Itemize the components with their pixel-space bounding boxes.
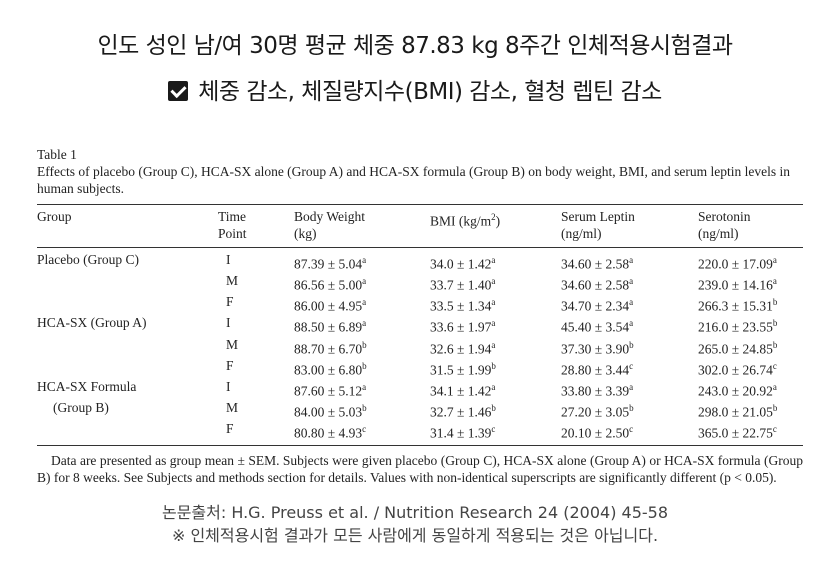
cell-bw: 86.56 ± 5.00a (294, 276, 367, 293)
cell-lep: 34.70 ± 2.34a (561, 297, 634, 314)
cell-group (37, 358, 218, 379)
disclaimer: ※ 인체적용시험 결과가 모든 사람에게 동일하게 적용되는 것은 아닙니다. (171, 526, 659, 545)
cell-bmi: 31.5 ± 1.99b (430, 360, 496, 378)
table-row: F 86.00 ± 4.95a 33.5 ± 1.34a 34.70 ± 2.34a 2… (37, 294, 803, 315)
cell-group (37, 337, 218, 358)
source-citation: 논문출처: H.G. Preuss et al. / Nutrition Res… (161, 503, 669, 522)
cell-bw: 86.00 ± 4.95a (294, 297, 367, 314)
table-row: M 88.70 ± 6.70b 32.6 ± 1.94a 37.30 ± 3.90b 2… (37, 337, 803, 358)
cell-bmi: 33.7 ± 1.40a (430, 276, 496, 293)
column-header: Body Weight (kg) (294, 209, 366, 241)
cell-group (37, 294, 218, 315)
cell-bw: 88.70 ± 6.70b (294, 339, 367, 357)
column-header: Time Point (218, 209, 247, 241)
cell-time-point: M (226, 336, 239, 352)
cell-ser: 302.0 ± 26.74c (698, 360, 777, 378)
cell-bw: 80.80 ± 4.93c (294, 423, 367, 441)
cell-bmi: 31.4 ± 1.39c (430, 423, 496, 441)
cell-ser: 265.0 ± 24.85b (698, 339, 778, 357)
cell-ser: 365.0 ± 22.75c (698, 423, 777, 441)
cell-group: HCA-SX (Group A) (37, 315, 147, 331)
cell-bmi: 34.0 ± 1.42a (430, 255, 496, 272)
cell-ser: 243.0 ± 20.92a (698, 381, 777, 399)
column-header: Group (37, 209, 72, 224)
cell-time-point: F (226, 294, 234, 310)
cell-bmi: 33.5 ± 1.34a (430, 297, 496, 314)
cell-lep: 34.60 ± 2.58a (561, 276, 634, 293)
subheadline-text: 체중 감소, 체질량지수(BMI) 감소, 혈청 렙틴 감소 (198, 79, 662, 105)
column-header: Serum Leptin (ng/ml) (561, 209, 635, 241)
cell-ser: 216.0 ± 23.55b (698, 318, 778, 335)
cell-bmi: 32.6 ± 1.94a (430, 339, 496, 357)
table-row: M 86.56 ± 5.00a 33.7 ± 1.40a 34.60 ± 2.58a 2… (37, 273, 803, 294)
cell-time-point: M (226, 399, 239, 415)
table-row: F 83.00 ± 6.80b 31.5 ± 1.99b 28.80 ± 3.44c 3… (37, 358, 803, 379)
cell-lep: 37.30 ± 3.90b (561, 339, 634, 357)
table-row: Placebo (Group C) I 87.39 ± 5.04a 34.0 ± 1.… (37, 248, 803, 274)
cell-group (37, 273, 218, 294)
results-table: Group Time Point Body Weight (kg) BMI (kg/m2)… (37, 205, 803, 445)
table-row: HCA-SX Formula I 87.60 ± 5.12a 34.1 ± 1.42a… (37, 379, 803, 400)
table-row: (Group B) M 84.00 ± 5.03b 32.7 ± 1.46b 27.20… (37, 400, 803, 421)
cell-group: HCA-SX Formula (37, 378, 137, 394)
cell-bw: 87.60 ± 5.12a (294, 381, 367, 399)
cell-lep: 34.60 ± 2.58a (561, 255, 634, 272)
cell-ser: 220.0 ± 17.09a (698, 255, 777, 272)
cell-time-point: I (226, 378, 231, 394)
cell-ser: 266.3 ± 15.31b (698, 297, 778, 314)
table-header-row: Group Time Point Body Weight (kg) BMI (kg/m2)… (37, 205, 803, 248)
cell-ser: 298.0 ± 21.05b (698, 402, 778, 420)
cell-time-point: F (226, 357, 234, 373)
results-table-figure: Table 1 Effects of placebo (Group C), HC… (37, 146, 803, 486)
cell-time-point: M (226, 273, 239, 289)
cell-bw: 84.00 ± 5.03b (294, 402, 367, 420)
subheadline: 체중 감소, 체질량지수(BMI) 감소, 혈청 렙틴 감소 (0, 72, 830, 106)
cell-time-point: I (226, 252, 231, 268)
cell-group: (Group B) (53, 399, 109, 415)
cell-group: Placebo (Group C) (37, 252, 139, 268)
headline: 인도 성인 남/여 30명 평균 체중 87.83 kg 8주간 인체적용시험결… (97, 33, 733, 59)
column-header: Serotonin (ng/ml) (698, 209, 751, 241)
checkbox-icon (168, 81, 189, 101)
cell-bw: 87.39 ± 5.04a (294, 255, 367, 272)
cell-lep: 28.80 ± 3.44c (561, 360, 634, 378)
cell-lep: 27.20 ± 3.05b (561, 402, 634, 420)
cell-bmi: 32.7 ± 1.46b (430, 402, 496, 420)
column-header: BMI (kg/m2) (430, 212, 501, 229)
cell-time-point: I (226, 315, 231, 331)
cell-lep: 45.40 ± 3.54a (561, 318, 634, 335)
table-row: HCA-SX (Group A) I 88.50 ± 6.89a 33.6 ± 1.9… (37, 315, 803, 336)
cell-bw: 83.00 ± 6.80b (294, 360, 367, 378)
cell-group (37, 421, 218, 445)
cell-bw: 88.50 ± 6.89a (294, 318, 367, 335)
cell-bmi: 33.6 ± 1.97a (430, 318, 496, 335)
cell-lep: 20.10 ± 2.50c (561, 423, 634, 441)
cell-time-point: F (226, 420, 234, 436)
table-label: Table 1 (37, 147, 77, 162)
table-note: Data are presented as group mean ± SEM. … (37, 453, 803, 486)
cell-lep: 33.80 ± 3.39a (561, 381, 634, 399)
cell-ser: 239.0 ± 14.16a (698, 276, 777, 293)
cell-bmi: 34.1 ± 1.42a (430, 381, 496, 399)
table-caption: Effects of placebo (Group C), HCA-SX alo… (37, 164, 790, 196)
table-row: F 80.80 ± 4.93c 31.4 ± 1.39c 20.10 ± 2.50c 3… (37, 421, 803, 445)
